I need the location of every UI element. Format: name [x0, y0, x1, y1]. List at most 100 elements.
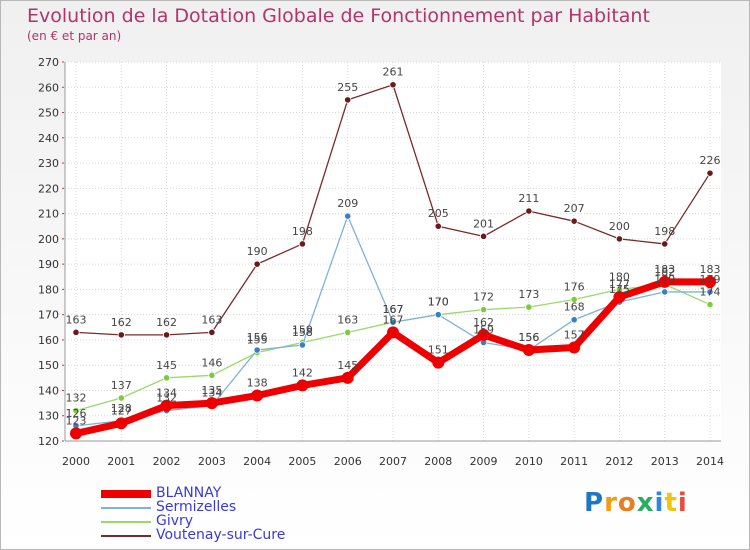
data-point [72, 407, 80, 415]
data-label: 205 [428, 207, 449, 220]
data-label: 134 [201, 387, 222, 400]
data-label: 163 [201, 313, 222, 326]
data-point [434, 311, 442, 319]
data-label: 211 [518, 192, 539, 205]
data-point [344, 96, 352, 104]
data-label: 126 [66, 407, 87, 420]
data-label: 198 [292, 225, 313, 238]
data-label: 151 [428, 344, 449, 357]
data-label: 145 [156, 359, 177, 372]
data-label: 209 [337, 197, 358, 210]
legend-swatch-givry [101, 521, 151, 523]
data-point [432, 356, 445, 369]
y-tick-label: 220 [38, 182, 59, 195]
data-label: 138 [247, 377, 268, 390]
x-tick-label: 2005 [288, 455, 316, 468]
data-label: 128 [111, 402, 132, 415]
data-point [253, 260, 261, 268]
x-tick-label: 2006 [334, 455, 362, 468]
data-label: 142 [292, 366, 313, 379]
data-label: 145 [337, 359, 358, 372]
legend-swatch-voutenay [101, 535, 151, 537]
data-label: 198 [654, 225, 675, 238]
data-point [296, 379, 309, 392]
data-label: 163 [337, 313, 358, 326]
logo-letter: P [584, 488, 605, 518]
data-point [615, 235, 624, 243]
data-label: 162 [111, 316, 132, 329]
data-label: 176 [564, 281, 585, 294]
data-label: 261 [383, 66, 404, 79]
data-label: 127 [111, 404, 132, 417]
data-label: 190 [247, 245, 268, 258]
data-point [434, 222, 442, 230]
data-label: 177 [609, 278, 630, 291]
data-point [70, 427, 82, 440]
x-tick-label: 2004 [243, 455, 271, 468]
y-tick-label: 160 [38, 334, 59, 347]
x-tick-label: 2010 [515, 455, 543, 468]
data-label: 137 [111, 379, 132, 392]
y-tick-label: 270 [38, 56, 59, 69]
data-point [389, 318, 397, 326]
data-point [706, 288, 714, 296]
x-tick-label: 2002 [153, 455, 181, 468]
logo-letter: i [677, 488, 688, 518]
y-tick-label: 260 [38, 81, 59, 94]
data-point [344, 212, 352, 220]
data-point [251, 389, 264, 402]
data-point [477, 328, 490, 341]
data-point [661, 240, 669, 248]
data-label: 170 [428, 296, 449, 309]
data-label: 183 [700, 263, 721, 276]
y-tick-label: 210 [38, 208, 59, 221]
data-point [570, 295, 578, 304]
data-point [613, 290, 626, 303]
data-label: 123 [66, 414, 87, 427]
data-label: 201 [473, 217, 494, 230]
data-label: 134 [156, 387, 177, 400]
data-point [525, 207, 533, 215]
data-point [706, 300, 714, 309]
data-label: 168 [564, 301, 585, 314]
data-point [706, 169, 714, 177]
data-label: 162 [473, 316, 494, 329]
data-point [341, 371, 354, 384]
data-label: 173 [518, 288, 539, 301]
data-label: 207 [564, 202, 585, 215]
data-label: 159 [292, 323, 313, 336]
legend-swatch-sermizelles [101, 507, 151, 509]
data-point [704, 275, 716, 288]
x-tick-label: 2012 [605, 455, 633, 468]
data-label: 146 [201, 356, 222, 369]
data-point [115, 417, 128, 430]
data-point [162, 331, 171, 339]
data-label: 162 [156, 316, 177, 329]
data-label: 174 [700, 286, 721, 299]
data-point [387, 326, 399, 339]
data-label: 200 [609, 220, 630, 233]
data-point [525, 303, 533, 311]
data-label: 255 [337, 81, 358, 94]
data-label: 180 [609, 270, 630, 283]
data-point [389, 81, 397, 89]
data-point [661, 288, 669, 296]
data-point [208, 371, 216, 379]
logo-letter: r [604, 488, 618, 518]
data-point [568, 341, 581, 354]
y-tick-label: 250 [38, 107, 59, 120]
x-tick-label: 2013 [651, 455, 679, 468]
logo-letter: o [617, 488, 637, 518]
data-point [344, 328, 352, 336]
y-tick-label: 140 [38, 384, 59, 397]
data-label: 182 [654, 265, 675, 278]
data-label: 158 [292, 326, 313, 339]
legend-label-voutenay: Voutenay-sur-Cure [156, 527, 286, 543]
chart-subtitle: (en € et par an) [27, 29, 122, 43]
data-label: 157 [564, 329, 585, 342]
x-tick-label: 2007 [379, 455, 407, 468]
y-tick-label: 150 [38, 359, 59, 372]
data-point [479, 306, 488, 314]
